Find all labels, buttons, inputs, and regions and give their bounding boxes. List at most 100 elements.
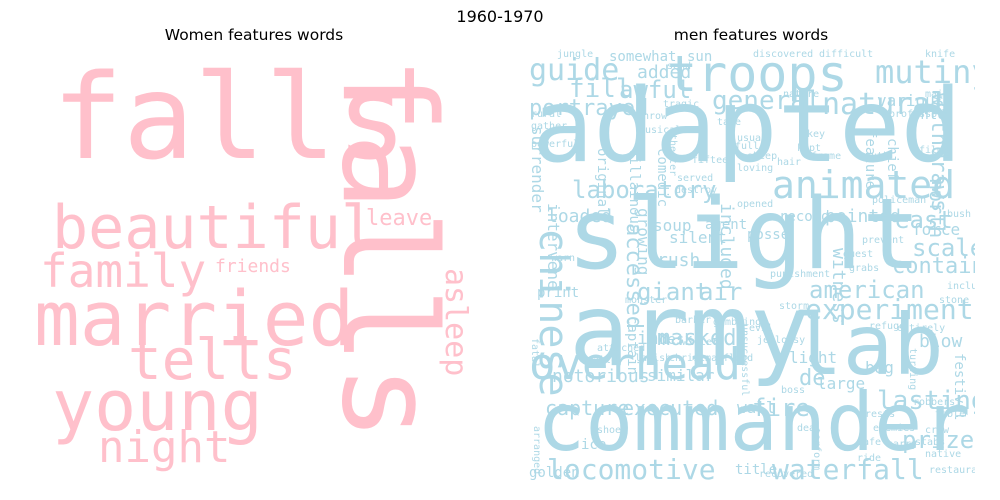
- men-word-christmas: christmas: [669, 353, 724, 364]
- men-word-feature: feature: [862, 130, 878, 190]
- men-word-hair: hair: [777, 157, 802, 168]
- men-word-added: added: [637, 62, 692, 83]
- men-word-natural: natural: [822, 87, 949, 122]
- men-word-inn: inn: [637, 328, 670, 349]
- men-word-various: various: [877, 91, 945, 110]
- men-word-guide: guide: [529, 53, 620, 88]
- women-word-asleep: asleep: [438, 268, 473, 377]
- men-word-loving: loving: [737, 163, 774, 174]
- men-word-air: air: [699, 278, 743, 306]
- men-word-entirely: entirely: [897, 323, 946, 334]
- men-word-storm: storm: [779, 301, 810, 312]
- men-word-perform: perform: [811, 428, 822, 471]
- men-word-frame: frame: [811, 151, 842, 162]
- men-word-served: served: [677, 173, 714, 184]
- men-word-discovered: discovered: [753, 49, 814, 60]
- men-word-lasting: lasting: [877, 386, 975, 416]
- men-word-soup: soup: [653, 216, 692, 235]
- men-word-blow: blow: [919, 331, 963, 352]
- men-word-stabs: stabs: [915, 437, 946, 448]
- figure-title: 1960-1970: [456, 7, 544, 26]
- men-word-punishment: punishment: [770, 269, 831, 280]
- men-word-prevent: prevent: [862, 235, 905, 246]
- men-word-accessed: accessed: [621, 223, 646, 329]
- men-word-print: print: [537, 285, 580, 301]
- men-word-knife: knife: [925, 49, 956, 60]
- men-word-jealousy: jealousy: [757, 335, 806, 346]
- men-word-throw: throw: [637, 111, 668, 122]
- men-word-table: table: [935, 409, 966, 420]
- men-word-mutiny: mutiny: [875, 53, 975, 91]
- men-word-laboratory: laboratory: [572, 176, 717, 204]
- men-word-withdraws: withdraws: [926, 93, 951, 213]
- men-word-witness: witness: [828, 248, 849, 324]
- men-word-overhead: overhead: [529, 339, 741, 390]
- men-word-kept: kept: [797, 143, 822, 154]
- men-word-waterfall: waterfall: [772, 453, 924, 486]
- men-word-safe: safe: [857, 437, 882, 448]
- men-word-shoe: shoe: [597, 425, 622, 436]
- men-word-north: north: [925, 178, 949, 239]
- men-word-opened: opened: [737, 199, 774, 210]
- men-word-gather: gather: [531, 121, 568, 132]
- men-word-posse: posse: [747, 227, 790, 243]
- men-word-large: large: [817, 374, 866, 393]
- men-word-valley: valley: [587, 355, 624, 366]
- women-word-cloud: falls falls beautiful married young family tel…: [30, 48, 478, 496]
- men-word-full: full: [735, 141, 760, 152]
- men-word-ice: ice: [581, 437, 607, 453]
- men-word-musical: musical: [639, 125, 682, 136]
- men-word-loaded: loaded: [547, 206, 613, 227]
- women-word-night: night: [98, 422, 231, 473]
- men-word-attached: attached: [597, 343, 646, 354]
- women-word-young: young: [52, 365, 263, 447]
- men-word-arranged: arranged: [531, 426, 542, 475]
- men-word-record: record: [779, 209, 830, 225]
- men-word-films: films: [919, 145, 950, 156]
- men-word-fire: fire: [752, 394, 810, 422]
- men-word-sun: sun: [687, 49, 713, 65]
- women-word-married: married: [34, 274, 355, 363]
- men-word-adapted: adapted: [532, 67, 962, 186]
- women-word-beautiful: beautiful: [52, 193, 378, 263]
- men-word-american: american: [809, 276, 925, 304]
- men-word-animated: animated: [772, 163, 956, 207]
- men-word-prize: prize: [902, 426, 975, 454]
- men-word-original: original: [594, 148, 610, 216]
- women-word-tells: tells: [128, 328, 297, 393]
- men-word-lavish: lavish: [635, 353, 672, 364]
- men-word-pointed: pointed: [825, 206, 901, 227]
- men-word-fill: fill: [569, 74, 632, 104]
- men-word-sheep: sheep: [747, 151, 778, 162]
- men-word-onto: onto: [912, 107, 946, 123]
- men-word-portrayed: portrayed: [529, 96, 649, 121]
- men-panel-title: men features words: [673, 26, 829, 44]
- men-word-festival: festival: [951, 353, 967, 421]
- women-word-friends: friends: [215, 256, 291, 277]
- men-word-winter: winter: [682, 337, 719, 348]
- men-word-bush: bush: [947, 209, 972, 220]
- men-word-send: send: [667, 61, 692, 72]
- men-word-executed: executed: [622, 396, 719, 420]
- men-word-rush: rush: [657, 250, 701, 271]
- men-word-commander: commander: [537, 376, 971, 469]
- men-word-similar: similar: [647, 366, 715, 385]
- men-word-main: main: [925, 89, 950, 100]
- men-word-silent: silent: [669, 228, 727, 247]
- men-word-rural: rural: [531, 109, 562, 120]
- men-word-warn: warn: [551, 253, 576, 264]
- men-word-theater: theater: [667, 134, 678, 177]
- men-word-captain: captain: [624, 316, 640, 376]
- women-word-falls: falls: [52, 48, 408, 186]
- men-word-professor: professor: [889, 109, 944, 120]
- men-word-light: light: [789, 348, 838, 367]
- men-word-policeman: policeman: [872, 195, 927, 206]
- men-word-flood: flood: [723, 353, 754, 364]
- men-word-usual: usual: [737, 133, 768, 144]
- men-word-south: south: [859, 151, 890, 162]
- men-word-scale: scale: [912, 234, 975, 262]
- men-word-cloud: adapted slight army commander lab troops anima…: [527, 48, 975, 496]
- men-word-barber: barber: [675, 315, 712, 326]
- men-word-bag: bag: [865, 358, 894, 377]
- men-word-monster: monster: [625, 295, 668, 306]
